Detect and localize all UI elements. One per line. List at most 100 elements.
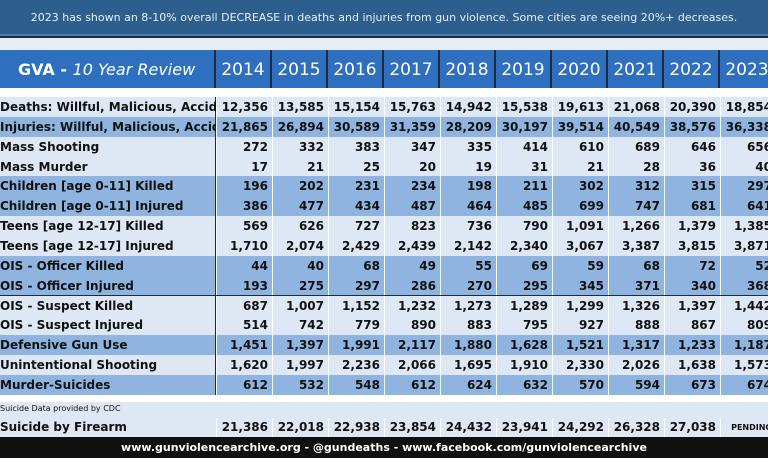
cell-value: 23,941 (496, 418, 552, 437)
row-label: Children [age 0-11] Injured (0, 196, 215, 217)
row-label: Mass Shooting (0, 136, 215, 157)
cell-value: 687 (216, 295, 272, 316)
cell-value: 612 (384, 374, 440, 395)
cell-value: 335 (440, 136, 496, 157)
cell-value: 548 (328, 374, 384, 395)
cell-value: 315 (664, 176, 720, 197)
row-label: Teens [age 12-17] Killed (0, 216, 215, 236)
cell-value: 742 (272, 315, 328, 336)
cell-value: 23,854 (384, 418, 440, 437)
year-header: 2015 (272, 50, 326, 88)
cell-value: 487 (384, 196, 440, 217)
row-label: OIS - Suspect Injured (0, 315, 215, 336)
cell-value: 14,942 (440, 97, 496, 117)
cell-value: 40 (272, 255, 328, 276)
cell-value: 28,209 (440, 116, 496, 137)
row-label: Injuries: Willful, Malicious, Accidental (0, 116, 255, 137)
cell-value: 612 (216, 374, 272, 395)
cell-value: 1,910 (496, 355, 552, 375)
cell-value: 3,815 (664, 235, 720, 256)
cell-value: 20,390 (664, 97, 720, 117)
cell-value: 1,299 (552, 295, 608, 316)
cell-value: 383 (328, 136, 384, 157)
year-header: 2017 (384, 50, 438, 88)
cell-value: 26,328 (608, 418, 664, 437)
cell-value: 927 (552, 315, 608, 336)
cell-value: 867 (664, 315, 720, 336)
cell-value: 2,142 (440, 235, 496, 256)
row-label: Murder-Suicides (0, 374, 215, 395)
year-header: 2022 (664, 50, 718, 88)
row-label: OIS - Suspect Killed (0, 295, 215, 316)
cell-value: 434 (328, 196, 384, 217)
cell-value: 532 (272, 374, 328, 395)
row-label: Suicide by Firearm (0, 420, 127, 434)
cell-value: 17 (216, 156, 272, 177)
cell-value: 2,074 (272, 235, 328, 256)
cell-value: 736 (440, 216, 496, 236)
cell-value: 1,007 (272, 295, 328, 316)
cell-value: 302 (552, 176, 608, 197)
cell-value: 883 (440, 315, 496, 336)
spacer (0, 38, 768, 50)
cell-value: 681 (664, 196, 720, 217)
cell-value: 414 (496, 136, 552, 157)
cell-value: 36 (664, 156, 720, 177)
cell-value: 15,538 (496, 97, 552, 117)
cell-value: 68 (608, 255, 664, 276)
cell-value: 38,576 (664, 116, 720, 137)
cell-value: 888 (608, 315, 664, 336)
cell-value: 1,152 (328, 295, 384, 316)
cell-value: 569 (216, 216, 272, 236)
banner: 2023 has shown an 8-10% overall DECREASE… (0, 0, 768, 36)
cell-value: 22,018 (272, 418, 328, 437)
cell-value: 345 (552, 275, 608, 296)
cell-value: 1,232 (384, 295, 440, 316)
cell-value: 272 (216, 136, 272, 157)
cell-value: 2,066 (384, 355, 440, 375)
cell-value: 1,397 (664, 295, 720, 316)
cell-value: 21,386 (216, 418, 272, 437)
footer: www.gunviolencearchive.org - @gundeaths … (0, 437, 768, 458)
cell-value: 2,236 (328, 355, 384, 375)
cell-value: 20 (384, 156, 440, 177)
cell-value: 297 (720, 176, 768, 197)
cell-value: 21 (272, 156, 328, 177)
cell-value: 19,613 (552, 97, 608, 117)
year-header: 2016 (328, 50, 382, 88)
cell-value: 1,638 (664, 355, 720, 375)
cell-value: 1,385 (720, 216, 768, 236)
year-header: 2020 (552, 50, 606, 88)
cell-value: 368 (720, 275, 768, 296)
cell-value: 1,573 (720, 355, 768, 375)
cell-value: 211 (496, 176, 552, 197)
row-label: OIS - Officer Injured (0, 275, 215, 296)
cell-value: 823 (384, 216, 440, 236)
cell-value: 641 (720, 196, 768, 217)
cell-value: 386 (216, 196, 272, 217)
cell-value: 514 (216, 315, 272, 336)
cell-value: 30,589 (328, 116, 384, 137)
cell-value: 40,549 (608, 116, 664, 137)
cell-value: 1,628 (496, 335, 552, 356)
cell-value: 1,187 (720, 335, 768, 356)
cell-value: 809 (720, 315, 768, 336)
year-header: 2014 (216, 50, 270, 88)
cell-value: 1,233 (664, 335, 720, 356)
cell-value: 1,880 (440, 335, 496, 356)
cell-value: 1,289 (496, 295, 552, 316)
cell-value: 49 (384, 255, 440, 276)
row-label: Teens [age 12-17] Injured (0, 235, 215, 256)
cell-value: 18,854 (720, 97, 768, 117)
cell-value: 699 (552, 196, 608, 217)
cell-value: 656 (720, 136, 768, 157)
cell-value: 1,397 (272, 335, 328, 356)
cell-value: 890 (384, 315, 440, 336)
row-label: Defensive Gun Use (0, 335, 215, 356)
cell-value: 3,067 (552, 235, 608, 256)
year-header: 2018 (440, 50, 494, 88)
year-header: 2019 (496, 50, 550, 88)
cell-value: 31 (496, 156, 552, 177)
